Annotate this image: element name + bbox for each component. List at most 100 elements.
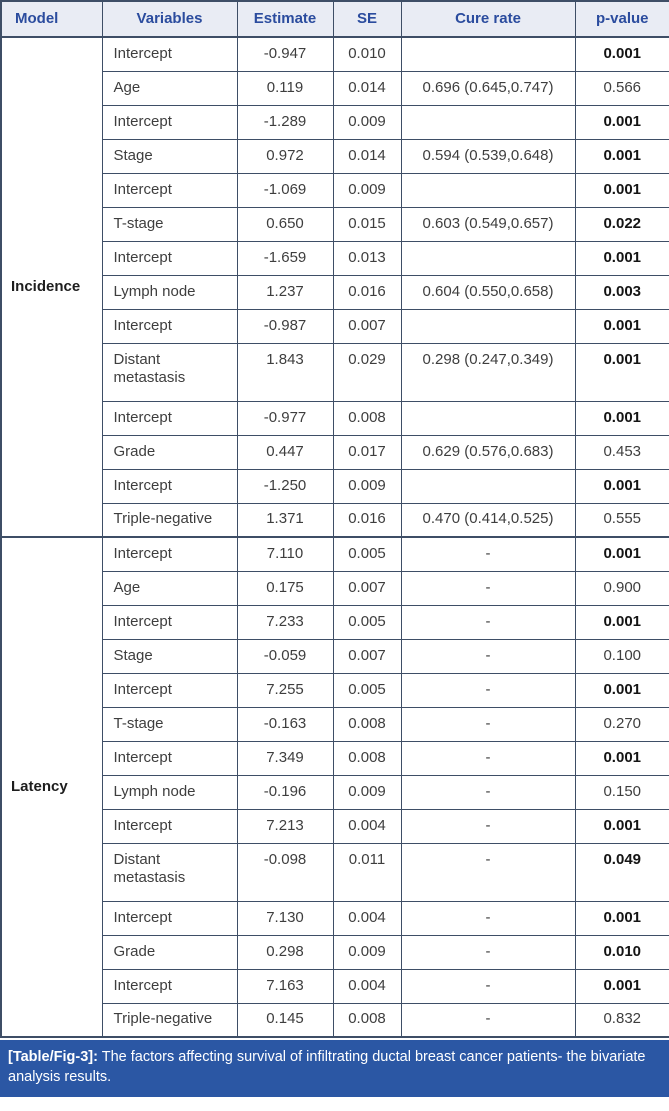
- se-cell: 0.008: [332, 1002, 402, 1038]
- cure-rate-cell: -: [400, 808, 576, 844]
- table-row: T-stage 0.650 0.015 0.603 (0.549,0.657) 0.02…: [1, 206, 669, 242]
- estimate-cell: 1.371: [236, 502, 334, 538]
- variable-cell: Stage: [101, 638, 238, 674]
- variable-cell: Intercept: [101, 808, 238, 844]
- se-cell: 0.005: [332, 536, 402, 572]
- estimate-cell: 0.447: [236, 434, 334, 470]
- table-row: Intercept -0.977 0.008 0.001: [1, 400, 669, 436]
- variable-cell: Distant metastasis: [101, 842, 238, 902]
- estimate-cell: 1.843: [236, 342, 334, 402]
- col-header-estimate: Estimate: [236, 0, 334, 38]
- estimate-cell: 7.130: [236, 900, 334, 936]
- table-row: Age 0.119 0.014 0.696 (0.645,0.747) 0.566: [1, 70, 669, 106]
- table-row: Latency Intercept 7.110 0.005-0.001: [0, 536, 669, 1038]
- variable-cell: Intercept: [101, 468, 238, 504]
- p-value-cell: 0.001: [574, 138, 669, 174]
- se-cell: 0.004: [332, 808, 402, 844]
- se-cell: 0.014: [332, 138, 402, 174]
- se-cell: 0.016: [332, 502, 402, 538]
- estimate-cell: 7.233: [236, 604, 334, 640]
- p-value-cell: 0.270: [574, 706, 669, 742]
- cure-rate-cell: -: [400, 638, 576, 674]
- p-value-cell: 0.001: [574, 240, 669, 276]
- estimate-cell: 0.650: [236, 206, 334, 242]
- estimate-cell: -1.659: [236, 240, 334, 276]
- table-row: Distant metastasis 1.843 0.029 0.298 (0.247…: [1, 342, 669, 402]
- table-row: Stage -0.059 0.007-0.100: [1, 638, 669, 674]
- se-cell: 0.004: [332, 900, 402, 936]
- variable-cell: Intercept: [101, 740, 238, 776]
- se-cell: 0.009: [332, 104, 402, 140]
- se-cell: 0.007: [332, 570, 402, 606]
- p-value-cell: 0.001: [574, 400, 669, 436]
- se-cell: 0.017: [332, 434, 402, 470]
- se-cell: 0.004: [332, 968, 402, 1004]
- p-value-cell: 0.566: [574, 70, 669, 106]
- cure-rate-cell: -: [400, 900, 576, 936]
- cure-rate-cell: 0.594 (0.539,0.648): [400, 138, 576, 174]
- p-value-cell: 0.001: [574, 308, 669, 344]
- variable-cell: Intercept: [101, 672, 238, 708]
- estimate-cell: -1.289: [236, 104, 334, 140]
- p-value-cell: 0.001: [574, 968, 669, 1004]
- se-cell: 0.014: [332, 70, 402, 106]
- se-cell: 0.015: [332, 206, 402, 242]
- se-cell: 0.016: [332, 274, 402, 310]
- estimate-cell: 0.119: [236, 70, 334, 106]
- cure-rate-cell: 0.604 (0.550,0.658): [400, 274, 576, 310]
- p-value-cell: 0.150: [574, 774, 669, 810]
- estimate-cell: 0.145: [236, 1002, 334, 1038]
- p-value-cell: 0.001: [574, 36, 669, 72]
- col-header-model: Model: [0, 0, 103, 38]
- variable-cell: Triple-negative: [101, 1002, 238, 1038]
- table-row: Grade 0.298 0.009-0.010: [1, 934, 669, 970]
- cure-rate-cell: -: [400, 1002, 576, 1038]
- table-row: Triple-negative 1.371 0.016 0.470 (0.414,0.…: [1, 502, 669, 538]
- p-value-cell: 0.001: [574, 672, 669, 708]
- se-cell: 0.008: [332, 706, 402, 742]
- cure-rate-cell: -: [400, 570, 576, 606]
- variable-cell: Grade: [101, 934, 238, 970]
- table-row: Intercept 7.233 0.005-0.001: [1, 604, 669, 640]
- table-row: Triple-negative 0.145 0.008-0.832: [1, 1002, 669, 1038]
- estimate-cell: -1.250: [236, 468, 334, 504]
- p-value-cell: 0.100: [574, 638, 669, 674]
- variable-cell: Stage: [101, 138, 238, 174]
- cure-rate-cell: [400, 308, 576, 344]
- se-cell: 0.008: [332, 740, 402, 776]
- variable-cell: Distant metastasis: [101, 342, 238, 402]
- cure-rate-cell: 0.298 (0.247,0.349): [400, 342, 576, 402]
- model-cell: Latency: [0, 536, 103, 1038]
- results-table: Model Variables Estimate SE Cure rate p-…: [0, 0, 669, 1038]
- p-value-cell: 0.001: [574, 536, 669, 572]
- se-cell: 0.029: [332, 342, 402, 402]
- p-value-cell: 0.001: [574, 604, 669, 640]
- se-cell: 0.009: [332, 468, 402, 504]
- cure-rate-cell: -: [400, 536, 576, 572]
- p-value-cell: 0.001: [574, 808, 669, 844]
- variable-cell: Intercept: [101, 400, 238, 436]
- se-cell: 0.009: [332, 774, 402, 810]
- estimate-cell: 7.349: [236, 740, 334, 776]
- variable-cell: Intercept: [101, 536, 238, 572]
- variable-cell: T-stage: [101, 706, 238, 742]
- table-row: Intercept -0.987 0.007 0.001: [1, 308, 669, 344]
- variable-cell: Intercept: [101, 172, 238, 208]
- variable-cell: Triple-negative: [101, 502, 238, 538]
- estimate-cell: -1.069: [236, 172, 334, 208]
- estimate-cell: 7.163: [236, 968, 334, 1004]
- table-row: Stage 0.972 0.014 0.594 (0.539,0.648) 0.001: [1, 138, 669, 174]
- cure-rate-cell: -: [400, 774, 576, 810]
- caption-text: The factors affecting survival of infilt…: [8, 1049, 646, 1086]
- col-header-variables: Variables: [101, 0, 238, 38]
- table-row: Incidence Intercept -0.947 0.010 0.001: [0, 36, 669, 538]
- cure-rate-cell: [400, 172, 576, 208]
- table-row: T-stage -0.163 0.008-0.270: [1, 706, 669, 742]
- cure-rate-cell: -: [400, 842, 576, 902]
- table-row: Intercept 7.130 0.004-0.001: [1, 900, 669, 936]
- col-header-se: SE: [332, 0, 402, 38]
- table-row: Intercept -1.659 0.013 0.001: [1, 240, 669, 276]
- cure-rate-cell: [400, 400, 576, 436]
- p-value-cell: 0.049: [574, 842, 669, 902]
